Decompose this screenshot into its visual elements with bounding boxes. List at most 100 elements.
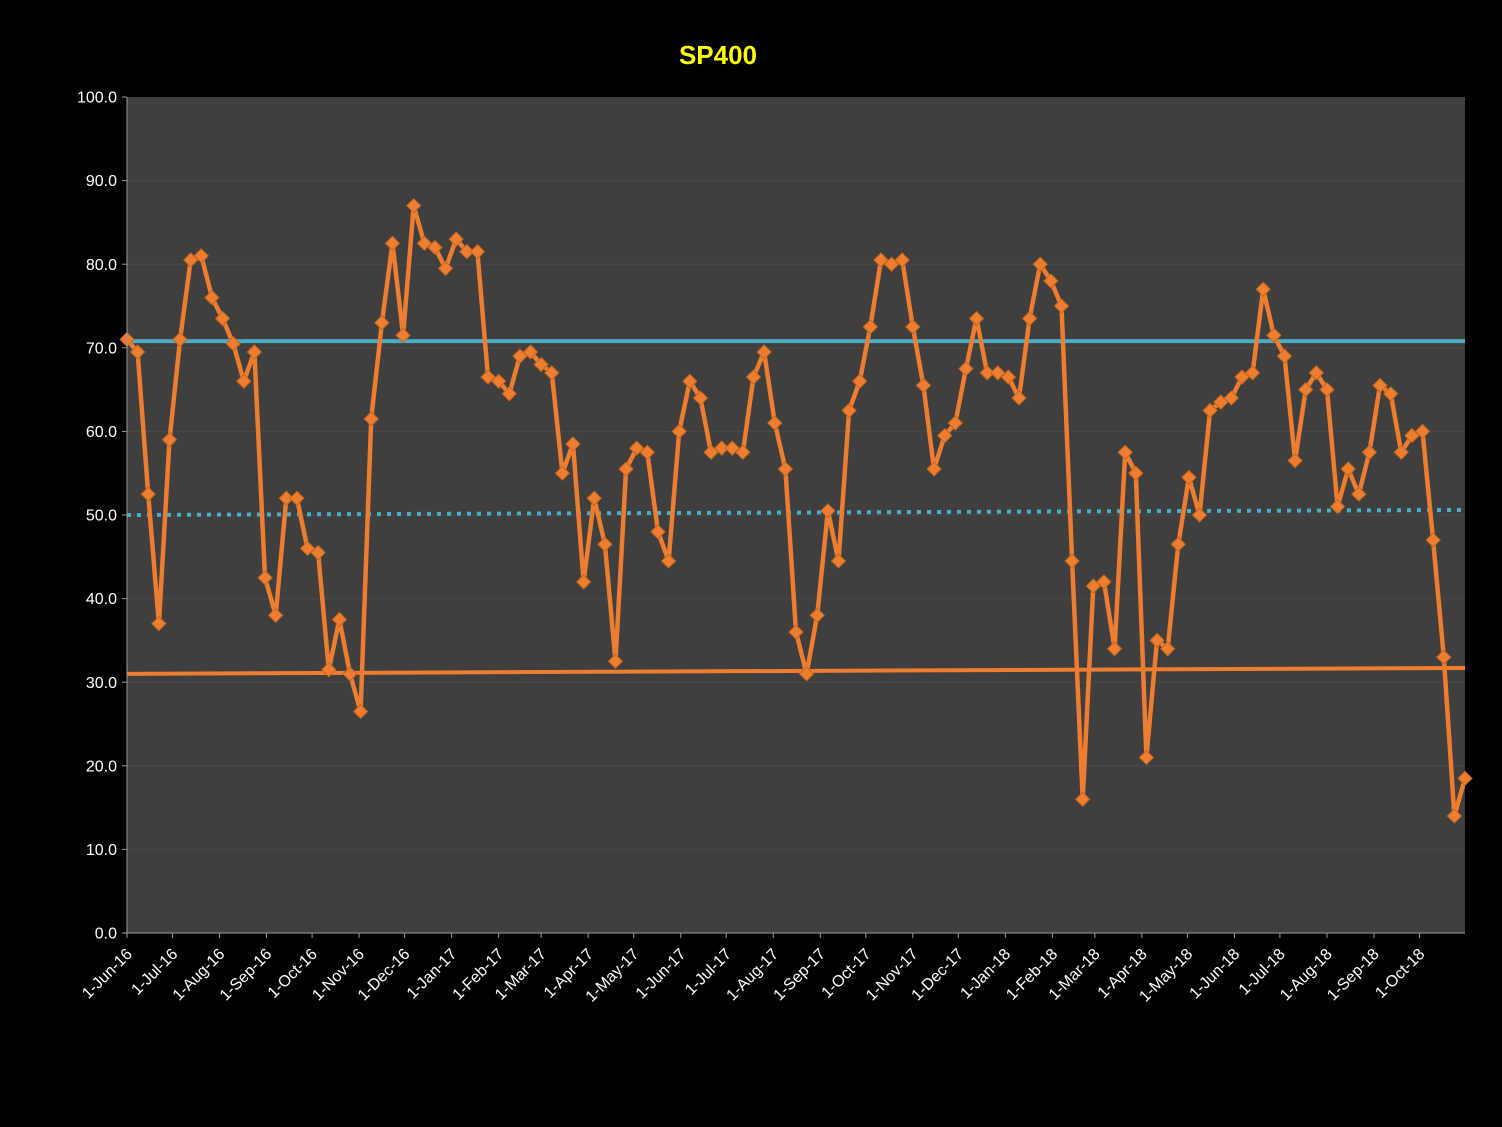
data-point-marker	[129, 344, 146, 360]
data-point-marker	[1266, 327, 1282, 343]
data-point-marker	[798, 666, 815, 682]
data-point-marker	[979, 365, 995, 381]
data-point-marker	[1319, 381, 1335, 398]
data-point-marker	[1372, 377, 1388, 394]
data-point-marker	[926, 461, 942, 477]
data-point-marker	[374, 315, 390, 331]
data-point-marker	[1000, 369, 1017, 385]
data-point-marker	[384, 235, 401, 252]
data-point-marker	[1287, 452, 1303, 469]
data-point-marker	[958, 360, 974, 377]
data-point-marker	[660, 553, 677, 569]
data-point-marker	[236, 373, 252, 389]
data-point-marker	[151, 615, 167, 632]
data-point-marker	[1149, 632, 1165, 649]
data-point-marker	[1064, 553, 1080, 569]
x-tick-label: 1-Sep-18	[1324, 946, 1383, 1005]
data-point-marker	[172, 331, 188, 348]
data-point-marker	[480, 369, 496, 385]
data-point-marker	[936, 427, 953, 444]
data-point-marker	[267, 607, 284, 624]
data-point-marker	[1191, 507, 1208, 523]
data-point-marker	[788, 624, 804, 640]
data-point-marker	[947, 415, 963, 431]
ref-line-mid-band	[126, 507, 1466, 517]
y-gridlines	[127, 180, 1465, 850]
data-point-marker	[140, 486, 156, 502]
data-point-marker	[1446, 808, 1463, 824]
data-point-marker	[1436, 649, 1452, 665]
y-axis-labels: 0.0 10.0 20.0 30.0 40.0 50.0 60.0 70.0 80.0 90.0 1…	[77, 90, 127, 943]
data-point-marker	[533, 356, 549, 373]
data-point-marker	[905, 319, 921, 335]
data-point-marker	[1053, 298, 1070, 314]
y-tick-label: 10.0	[86, 842, 117, 859]
data-point-marker	[883, 256, 900, 272]
data-point-marker	[639, 444, 656, 461]
data-point-marker	[767, 415, 783, 431]
x-tick-label: 1-Oct-18	[1372, 946, 1428, 1002]
data-point-marker	[809, 607, 825, 624]
data-point-marker	[1223, 390, 1240, 406]
data-point-marker	[406, 197, 422, 214]
data-point-marker	[278, 490, 294, 506]
data-point-marker	[512, 348, 528, 364]
y-tick-label: 60.0	[86, 424, 117, 441]
data-point-marker	[1170, 536, 1186, 552]
data-point-marker	[1234, 369, 1250, 385]
data-point-marker	[321, 661, 337, 678]
y-tick-label: 100.0	[77, 90, 117, 107]
y-tick-label: 20.0	[86, 758, 117, 775]
data-point-marker	[650, 524, 666, 540]
data-point-marker	[852, 373, 868, 389]
data-point-marker	[214, 310, 231, 327]
data-point-marker	[671, 423, 687, 440]
x-tick-label: 1-Sep-16	[217, 946, 276, 1005]
x-tick-label: 1-Sep-17	[771, 946, 830, 1005]
data-point-marker	[1096, 574, 1112, 590]
data-point-marker	[554, 465, 571, 481]
data-point-marker	[427, 239, 443, 256]
data-point-marker	[193, 248, 210, 264]
data-point-marker	[873, 252, 889, 268]
data-point-marker	[395, 327, 411, 343]
data-point-marker	[437, 260, 454, 277]
data-point-marker	[1382, 386, 1399, 402]
data-point-marker	[342, 666, 358, 682]
data-point-marker	[565, 436, 581, 452]
data-point-marker	[1414, 423, 1431, 440]
data-point-marker	[1128, 465, 1144, 481]
data-point-marker	[1138, 749, 1155, 766]
y-tick-label: 0.0	[95, 926, 117, 943]
data-point-marker	[1159, 641, 1176, 657]
data-point-marker	[1244, 365, 1261, 381]
data-point-marker	[968, 310, 985, 327]
data-point-marker	[1340, 461, 1356, 477]
data-point-marker	[1308, 365, 1325, 381]
data-point-marker	[1043, 273, 1059, 289]
data-point-marker	[204, 289, 220, 306]
data-point-marker	[1457, 770, 1473, 787]
data-point-marker	[915, 377, 932, 394]
data-point-marker	[1276, 348, 1293, 364]
data-point-marker	[1213, 394, 1229, 410]
data-point-marker	[735, 444, 751, 461]
x-tick-label: 1-Jun-16	[79, 946, 136, 1003]
data-point-marker	[1181, 469, 1197, 486]
data-point-marker	[703, 444, 719, 461]
y-tick-label: 50.0	[86, 508, 117, 525]
data-point-marker	[299, 540, 316, 557]
data-point-marker	[1255, 281, 1271, 297]
y-tick-label: 70.0	[86, 340, 117, 357]
data-point-marker	[586, 490, 602, 506]
x-tick-label: 1-Jun-18	[1187, 946, 1244, 1003]
data-point-marker	[544, 365, 560, 381]
data-point-marker	[618, 461, 634, 477]
data-point-marker	[1021, 310, 1038, 327]
data-point-marker	[713, 440, 730, 456]
data-point-marker	[894, 252, 910, 268]
chart-title: SP400	[679, 40, 757, 70]
data-point-marker	[830, 553, 847, 569]
data-point-marker	[756, 344, 772, 360]
